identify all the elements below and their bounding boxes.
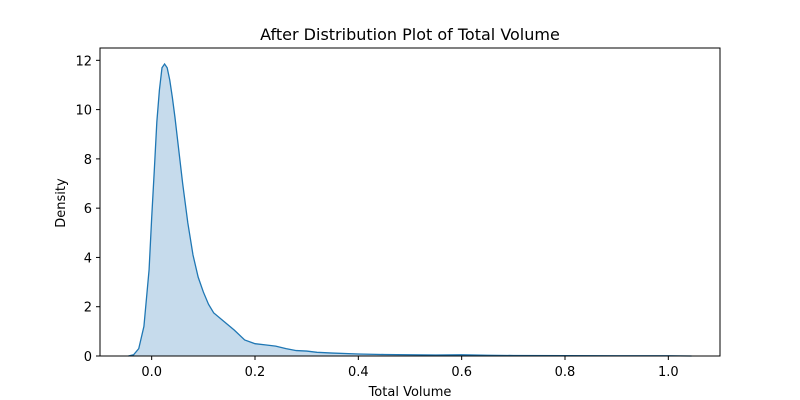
y-tick-label: 12 <box>75 54 92 69</box>
y-axis-label: Density <box>54 178 69 228</box>
density-line-0 <box>128 62 692 357</box>
y-tick-label: 0 <box>84 350 92 365</box>
y-axis: 0 2 4 6 8 10 12 <box>75 54 100 365</box>
x-tick-label: 1.0 <box>658 365 679 380</box>
x-tick-label: 0.0 <box>141 365 162 380</box>
x-axis: 0.0 0.2 0.4 0.6 0.8 1.0 <box>141 356 679 380</box>
x-axis-label: Total Volume <box>368 385 452 400</box>
x-tick-label: 0.6 <box>451 365 472 380</box>
x-tick-label: 0.2 <box>245 365 266 380</box>
x-tick-label: 0.4 <box>348 365 369 380</box>
chart-title: After Distribution Plot of Total Volume <box>260 25 560 44</box>
y-tick-label: 4 <box>84 251 92 266</box>
y-tick-label: 6 <box>84 202 92 217</box>
plot-area <box>128 62 692 357</box>
density-area-0 <box>128 64 692 357</box>
x-tick-label: 0.8 <box>555 365 576 380</box>
y-tick-label: 2 <box>84 301 92 316</box>
y-tick-label: 8 <box>84 153 92 168</box>
y-tick-label: 10 <box>75 104 92 119</box>
plot-frame <box>99 47 721 357</box>
